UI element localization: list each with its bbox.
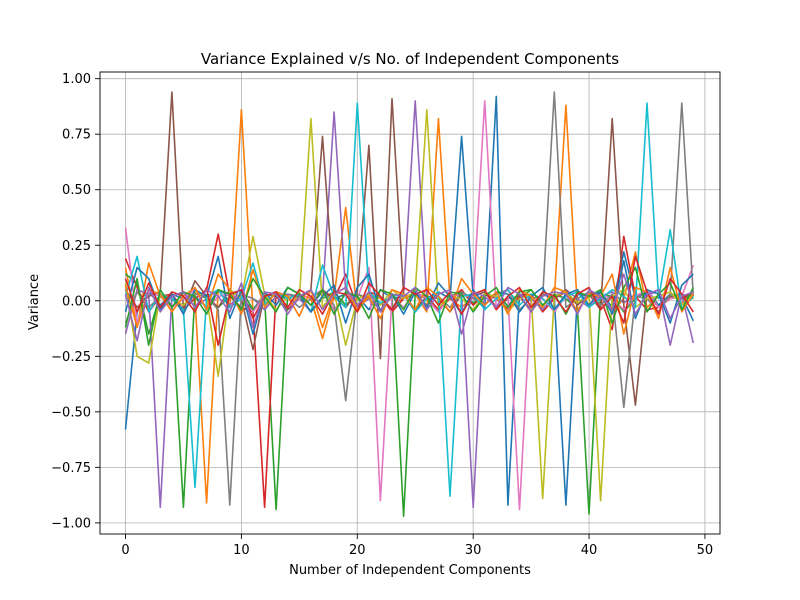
- y-tick-label-7: −0.75: [51, 461, 91, 476]
- series-line-13: [124, 255, 694, 347]
- plot-frame: [99, 71, 721, 535]
- series-line-8: [124, 109, 694, 502]
- chart-title: Variance Explained v/s No. of Independen…: [201, 50, 619, 68]
- x-tick-label-0: 0: [121, 543, 129, 558]
- series-layer: [124, 91, 695, 518]
- y-tick-label-8: −1.00: [51, 516, 91, 531]
- x-tick-label-2: 20: [349, 543, 366, 558]
- x-tick-label-5: 50: [697, 543, 714, 558]
- y-tick-label-3: 0.25: [62, 239, 91, 254]
- y-axis-label: Variance: [27, 274, 42, 330]
- y-tick-label-0: 1.00: [62, 72, 91, 87]
- y-tick-label-4: 0.00: [62, 294, 91, 309]
- y-tick-label-5: −0.25: [51, 350, 91, 365]
- x-tick-label-1: 10: [233, 543, 250, 558]
- axes: 0 10 20 30 40 50 1.00 0.75 0.50 0.25 0.00 −0.25 −0.5…: [51, 71, 721, 558]
- series-line-14: [124, 273, 694, 342]
- x-tick-label-3: 30: [465, 543, 482, 558]
- y-tick-label-2: 0.50: [62, 183, 91, 198]
- x-axis-label: Number of Independent Components: [289, 563, 531, 578]
- series-line-12: [124, 266, 695, 347]
- x-tick-label-4: 40: [581, 543, 598, 558]
- y-tick-label-1: 0.75: [62, 128, 91, 143]
- y-tick-label-6: −0.50: [51, 405, 91, 420]
